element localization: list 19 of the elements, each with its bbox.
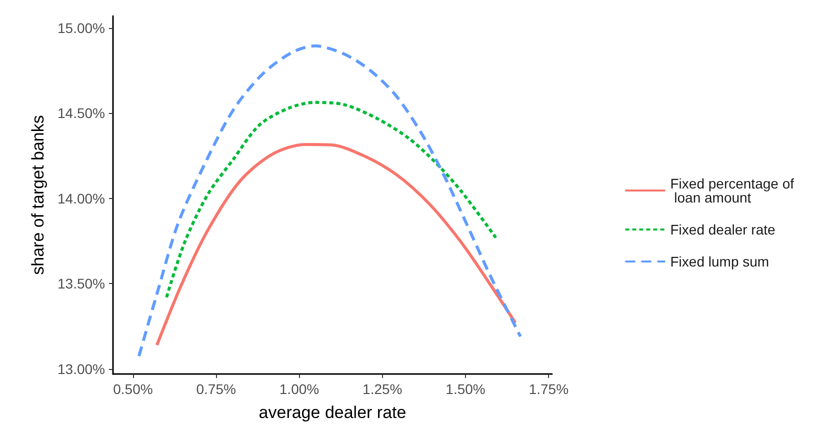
- legend-label: Fixed lump sum: [670, 254, 770, 270]
- x-tick-label: 1.75%: [528, 381, 569, 397]
- x-tick-label: 1.25%: [362, 381, 402, 397]
- x-tick-label: 0.75%: [196, 381, 236, 397]
- y-tick-label: 13.50%: [58, 276, 105, 292]
- y-axis-title: share of target banks: [28, 115, 48, 275]
- y-tick-label: 13.00%: [58, 360, 105, 377]
- legend-label: Fixed percentage of loan amount: [670, 176, 794, 206]
- line-series: [155, 143, 517, 347]
- x-tick-label: 1.50%: [446, 381, 486, 397]
- x-tick-label: 1.00%: [279, 381, 320, 397]
- y-tick-label: 14.00%: [58, 190, 105, 206]
- x-axis-title: average dealer rate: [258, 403, 406, 422]
- line-series: [137, 44, 522, 358]
- legend-label: Fixed dealer rate: [670, 222, 776, 238]
- line-series: [165, 100, 498, 299]
- x-tick-label: 0.50%: [113, 381, 153, 397]
- y-tick-label: 15.00%: [58, 20, 105, 36]
- y-tick-label: 14.50%: [58, 105, 105, 122]
